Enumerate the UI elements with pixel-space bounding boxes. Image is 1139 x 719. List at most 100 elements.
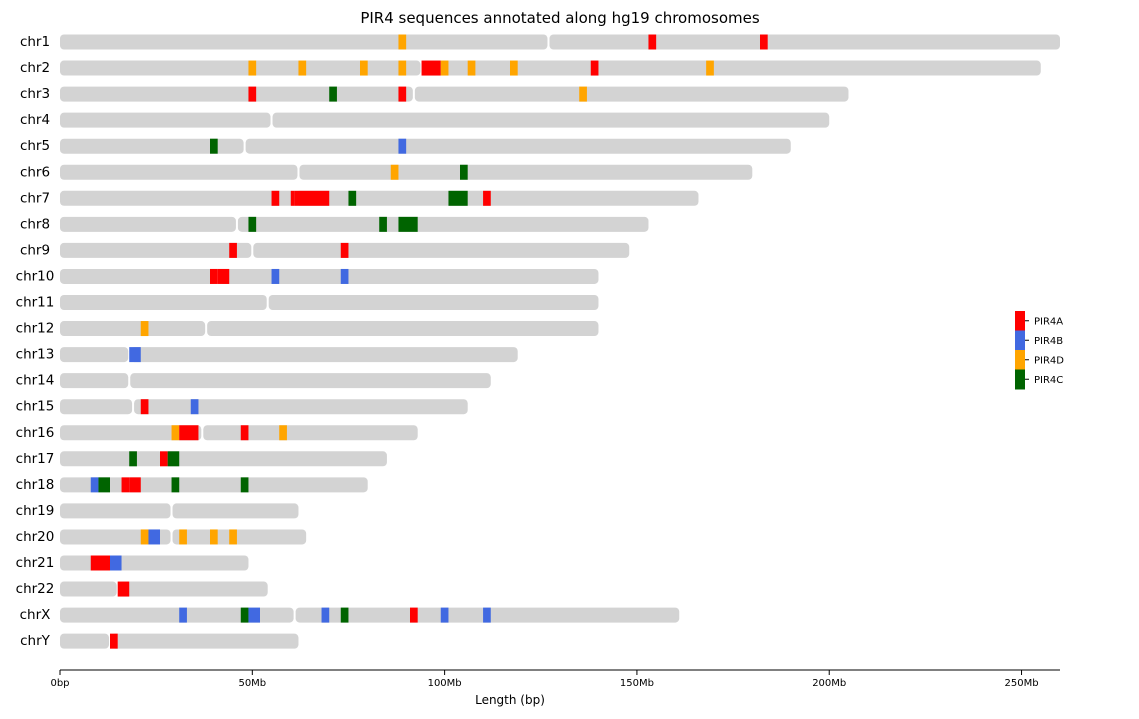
chromosome-p-arm — [60, 503, 171, 519]
feature-pir4b — [271, 268, 280, 284]
legend-label: PIR4D — [1034, 355, 1064, 366]
chromosome-p-arm — [60, 190, 294, 206]
feature-pir4c — [167, 451, 180, 467]
chromosome-row-chrX: chrX — [20, 607, 680, 623]
chromosome-row-chr10: chr10 — [16, 268, 599, 284]
chromosome-p-arm — [60, 425, 202, 441]
chromosome-q-arm — [218, 268, 599, 284]
chromosome-label: chr10 — [16, 268, 55, 284]
feature-pir4c — [240, 607, 249, 623]
chromosome-row-chr20: chr20 — [16, 529, 307, 545]
chromosome-p-arm — [60, 295, 267, 310]
feature-pir4b — [110, 555, 122, 571]
feature-pir4c — [398, 216, 418, 232]
feature-pir4d — [467, 60, 476, 76]
chromosome-q-arm — [172, 529, 307, 545]
feature-pir4a — [410, 607, 418, 623]
chromosome-row-chr13: chr13 — [16, 347, 518, 363]
feature-pir4d — [440, 60, 449, 76]
chromosome-label: chr13 — [16, 347, 55, 363]
x-tick-label: 200Mb — [812, 678, 846, 689]
feature-pir4a — [217, 268, 230, 284]
feature-pir4d — [179, 529, 187, 545]
feature-pir4b — [340, 268, 349, 284]
chromosome-label: chr9 — [20, 242, 50, 258]
feature-pir4d — [248, 60, 257, 76]
feature-pir4d — [171, 425, 180, 441]
feature-pir4b — [398, 138, 407, 154]
feature-pir4b — [248, 607, 260, 623]
legend: PIR4A PIR4B PIR4D PIR4C — [1015, 311, 1064, 390]
feature-pir4d — [398, 60, 407, 76]
feature-pir4d — [398, 34, 407, 50]
chromosome-label: chr18 — [16, 477, 55, 493]
feature-pir4c — [460, 164, 468, 180]
chromosome-row-chr8: chr8 — [20, 216, 649, 232]
chromosome-p-arm — [60, 164, 298, 180]
chromosome-q-arm — [245, 138, 791, 154]
chromosome-row-chr21: chr21 — [16, 555, 249, 571]
chromosome-label: chrY — [20, 633, 51, 649]
chromosome-q-arm — [203, 425, 418, 441]
chromosome-q-arm — [549, 34, 1060, 50]
feature-pir4a — [140, 399, 149, 415]
feature-pir4a — [590, 60, 599, 76]
chromosome-label: chr20 — [16, 529, 55, 545]
chromosome-label: chr16 — [16, 425, 55, 441]
feature-pir4d — [298, 60, 307, 76]
feature-pir4a — [340, 242, 349, 258]
chromosome-q-arm — [118, 581, 268, 597]
feature-pir4d — [229, 529, 237, 545]
chromosome-q-arm — [207, 321, 599, 337]
feature-pir4a — [160, 451, 168, 467]
chromosome-q-arm — [111, 633, 299, 649]
chromosome-row-chr9: chr9 — [20, 242, 630, 258]
chromosome-row-chr1: chr1 — [20, 34, 1060, 50]
chromosome-row-chr3: chr3 — [20, 86, 849, 102]
chromosome-p-arm — [60, 112, 271, 128]
feature-pir4b — [179, 607, 187, 623]
feature-pir4c — [329, 86, 337, 102]
chromosome-label: chr11 — [16, 295, 55, 311]
feature-pir4a — [248, 86, 257, 102]
chromosome-p-arm — [60, 60, 421, 76]
feature-pir4a — [210, 268, 218, 284]
chromosome-label: chr15 — [16, 399, 55, 415]
chromosome-label: chr21 — [16, 555, 55, 571]
legend-label: PIR4A — [1034, 316, 1063, 327]
feature-pir4a — [229, 242, 237, 258]
feature-pir4d — [140, 529, 149, 545]
feature-pir4d — [579, 86, 587, 102]
feature-pir4b — [90, 477, 99, 493]
chromosome-row-chr12: chr12 — [16, 321, 599, 337]
chromosome-label: chr7 — [20, 190, 50, 206]
feature-pir4c — [379, 216, 387, 232]
chromosome-p-arm — [60, 399, 133, 415]
chromosome-q-arm — [164, 451, 387, 467]
chromosome-p-arm — [60, 373, 129, 389]
chromosome-row-chr22: chr22 — [16, 581, 268, 597]
chromosome-row-chr2: chr2 — [20, 60, 1041, 76]
feature-pir4a — [760, 34, 768, 50]
chromosome-row-chr15: chr15 — [16, 399, 468, 415]
chromosome-label: chr12 — [16, 321, 55, 337]
feature-pir4c — [171, 477, 180, 493]
chromosome-p-arm — [60, 581, 117, 597]
x-tick-label: 50Mb — [238, 678, 266, 689]
feature-pir4c — [340, 607, 349, 623]
chromosome-q-arm — [237, 216, 649, 232]
chromosome-q-arm — [253, 242, 630, 258]
chromosome-row-chr19: chr19 — [16, 503, 299, 519]
chromosome-row-chr7: chr7 — [20, 190, 699, 206]
chromosome-p-arm — [60, 607, 294, 623]
chromosome-p-arm — [60, 451, 163, 467]
feature-pir4d — [390, 164, 399, 180]
feature-pir4a — [129, 477, 141, 493]
chromosome-p-arm — [60, 216, 236, 232]
chromosome-q-arm — [134, 399, 468, 415]
feature-pir4d — [706, 60, 714, 76]
feature-pir4a — [271, 190, 280, 206]
feature-pir4a — [110, 633, 118, 649]
chromosome-p-arm — [60, 268, 217, 284]
